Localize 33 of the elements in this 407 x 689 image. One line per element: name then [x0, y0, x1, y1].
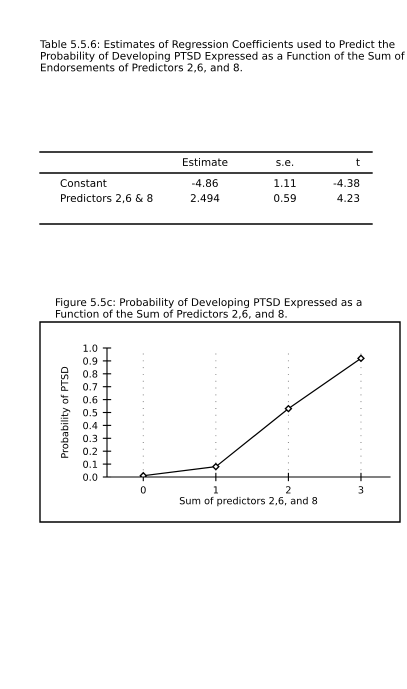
x-axis-title: Sum of predictors 2,6, and 8 — [180, 496, 318, 506]
y-tick-label: 0.1 — [83, 460, 98, 468]
y-tick-label: 0.3 — [83, 434, 98, 442]
chart-title: Figure 5.5c: Probability of Developing PTSD Expressed as a Function of the Sum of Predictors 2,6, and 8. — [56, 298, 362, 319]
text: 0.59 — [274, 194, 296, 202]
text: Predictors 2,6 & 8 — [61, 194, 152, 204]
y-tick-label: 1.0 — [84, 344, 98, 352]
text: -4.86 — [192, 179, 218, 188]
y-tick-label: 0.2 — [83, 448, 97, 456]
point — [284, 404, 292, 412]
text: t — [356, 158, 360, 166]
y-tick-label: 0.7 — [83, 383, 98, 391]
point — [212, 463, 220, 470]
caption: Table 5.5.6: Estimates of Regression Coefficients used to Predict the Probability of Developing PTSD Expressed as a Function of the Sum of Endorsements of Predictors 2,6, and 8. — [40, 40, 405, 72]
text: s.e. — [276, 160, 294, 166]
x-tick-label: 1 — [214, 486, 218, 494]
y-tick-label: 0.5 — [83, 408, 98, 416]
y-tick-label: 0.8 — [83, 370, 98, 378]
y-tick-label: 0.6 — [83, 396, 98, 404]
text: -4.38 — [334, 179, 360, 188]
y-tick-label: 0.0 — [83, 473, 98, 481]
x-tick-label: 3 — [358, 486, 364, 494]
x-tick-label: 2 — [286, 486, 291, 494]
text: 1.11 — [274, 179, 296, 187]
y-tick-label: 0.9 — [83, 357, 98, 365]
y-tick-label: 0.4 — [83, 422, 98, 430]
text: 4.23 — [337, 194, 360, 202]
y-axis-title: Probability of PTSD — [60, 366, 70, 458]
text: Estimate — [183, 158, 228, 166]
text: Constant — [60, 179, 107, 188]
x-tick-label: 0 — [140, 486, 146, 494]
point — [357, 354, 365, 362]
text: 2.494 — [190, 194, 220, 202]
